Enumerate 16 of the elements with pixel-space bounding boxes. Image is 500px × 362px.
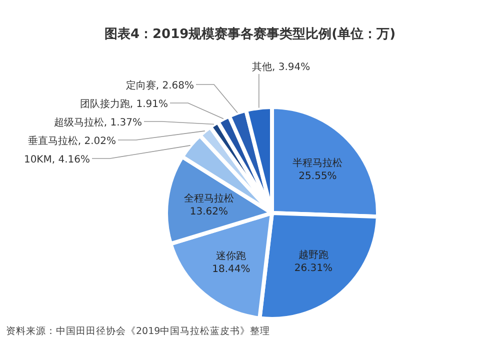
slice-label: 10KM, 4.16% xyxy=(24,154,90,166)
data-label: 26.31% xyxy=(294,263,333,274)
slice-label: 半程马拉松 xyxy=(292,156,343,169)
data-label: 13.62% xyxy=(190,206,228,218)
data-label: 18.44% xyxy=(212,264,250,275)
slice-label: 迷你跑 xyxy=(216,250,246,262)
slice-label: 其他, 3.94% xyxy=(252,61,310,73)
slice-label: 超级马拉松, 1.37% xyxy=(54,116,142,128)
chart-title: 图表4：2019规模赛事各赛事类型比例(单位：万) xyxy=(104,26,396,42)
slice-label: 全程马拉松 xyxy=(184,192,234,205)
slice-label: 垂直马拉松, 2.02% xyxy=(28,135,116,147)
slice-label: 定向赛, 2.68% xyxy=(126,80,194,92)
text: 资料来源：中国田田径协会《2019中国马拉松蓝皮书》整理 xyxy=(6,325,270,337)
slice-label: 团队接力跑, 1.91% xyxy=(80,98,168,110)
data-label: 25.55% xyxy=(298,170,337,182)
slice-label: 越野跑 xyxy=(298,249,328,262)
